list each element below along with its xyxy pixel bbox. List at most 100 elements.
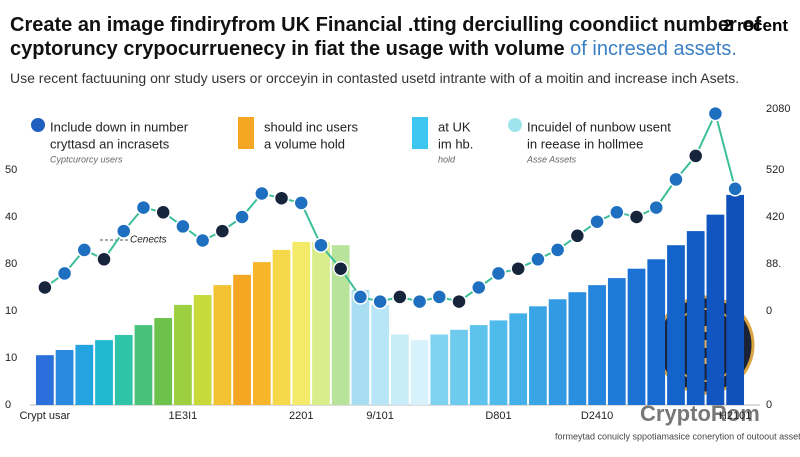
coin-marker	[668, 171, 684, 188]
coin-marker	[273, 190, 290, 206]
bar	[686, 231, 705, 405]
legend-text: im hb.	[438, 136, 473, 151]
coin-marker	[530, 251, 546, 268]
bar	[607, 278, 626, 405]
coin-marker	[155, 204, 171, 221]
coin-marker	[135, 199, 152, 216]
y2-tick-label: 420	[766, 211, 784, 223]
title-part: of incresed assets.	[570, 38, 737, 60]
bar	[430, 334, 449, 405]
y-tick-label: 0	[5, 399, 11, 411]
coin-marker	[214, 223, 231, 239]
bar	[667, 245, 685, 405]
coin-marker	[313, 237, 329, 253]
legend-text: a volume hold	[264, 136, 345, 151]
y2-tick-label: 520	[766, 164, 784, 176]
bar	[588, 285, 606, 405]
coin-marker	[510, 260, 526, 277]
coin-marker	[392, 289, 408, 305]
bar	[292, 241, 311, 405]
bar	[706, 214, 725, 405]
bar	[193, 295, 212, 405]
y-tick-label: 80	[5, 258, 17, 270]
title-line: cyptoruncy crypocurruenecy in fiat the u…	[10, 38, 737, 61]
coin-marker	[727, 181, 743, 197]
legend-marker	[31, 118, 45, 132]
y-tick-label: 10	[5, 305, 17, 317]
coin-marker	[471, 279, 487, 296]
bar	[272, 249, 291, 405]
legend-text: in reease in hollmee	[527, 136, 643, 151]
x-tick-label: H2101	[719, 410, 751, 422]
annotation: Cenects	[130, 235, 167, 246]
bar	[154, 318, 173, 405]
legend-note: Cyptcurorcy users	[50, 154, 123, 164]
title-part: cyptoruncy crypocurruenecy in fiat the u…	[10, 38, 565, 60]
coin-marker	[76, 242, 93, 258]
legend-marker	[412, 117, 428, 149]
coin-marker	[549, 242, 566, 258]
coin-marker	[609, 204, 625, 221]
bar	[351, 289, 370, 405]
bar	[233, 274, 251, 405]
coin-marker	[234, 209, 250, 225]
bar	[509, 313, 528, 405]
coin-marker	[707, 105, 724, 122]
legend-note: Asse Assets	[526, 154, 577, 164]
y-tick-label: 40	[5, 211, 17, 223]
coin-marker	[96, 251, 112, 268]
coin-marker	[332, 260, 349, 277]
bar	[450, 329, 468, 405]
coin-marker	[451, 293, 467, 310]
bar	[95, 340, 113, 405]
legend-text: cryttasd an incrasets	[50, 136, 170, 151]
coin-marker	[628, 209, 645, 225]
x-tick-label: Crypt usar	[19, 410, 70, 422]
bar	[469, 325, 488, 405]
y2-tick-label: 0	[766, 305, 772, 317]
legend-text: Incuidel of nunbow usent	[527, 119, 671, 134]
legend-marker	[238, 117, 254, 149]
y-tick-label: 50	[5, 164, 17, 176]
coin-marker	[254, 185, 270, 202]
coin-marker	[411, 293, 428, 310]
coin-marker	[175, 218, 191, 235]
y2-tick-label: 2080	[766, 103, 790, 115]
bar	[489, 320, 508, 405]
bar	[213, 285, 232, 405]
coin-marker	[431, 289, 448, 305]
x-tick-label: 1E3I1	[169, 410, 198, 422]
bar	[252, 262, 271, 405]
bar	[726, 194, 745, 405]
bar	[529, 306, 547, 405]
bar	[410, 340, 429, 405]
coin-marker	[648, 199, 664, 216]
bar	[35, 355, 54, 405]
coin-marker	[589, 213, 605, 230]
legend-marker	[508, 118, 522, 132]
legend-text: at UK	[438, 119, 471, 134]
bar	[568, 292, 587, 405]
title-line: Create an image findiryfrom UK Financial…	[10, 14, 762, 36]
coin-marker	[569, 228, 586, 244]
coin-marker	[490, 265, 507, 282]
corner-label: 2 recent	[722, 16, 788, 35]
bar	[312, 241, 330, 405]
legend-text: should inc users	[264, 119, 358, 134]
bar	[55, 350, 74, 405]
coin-marker	[352, 289, 369, 305]
legend-note: hold	[438, 154, 456, 164]
bar	[75, 344, 94, 405]
x-tick-label: 9/101	[366, 410, 394, 422]
footer: formeytad conuicly sppotiamasice coneryt…	[555, 431, 800, 441]
bar	[390, 334, 409, 405]
bar	[647, 259, 666, 405]
coin-marker	[116, 223, 132, 239]
subtitle: Use recent factuuning onr study users or…	[10, 70, 740, 86]
bar	[134, 325, 153, 405]
bar	[114, 334, 133, 405]
coin-marker	[372, 293, 388, 310]
y2-tick-label: 88.	[766, 258, 781, 270]
